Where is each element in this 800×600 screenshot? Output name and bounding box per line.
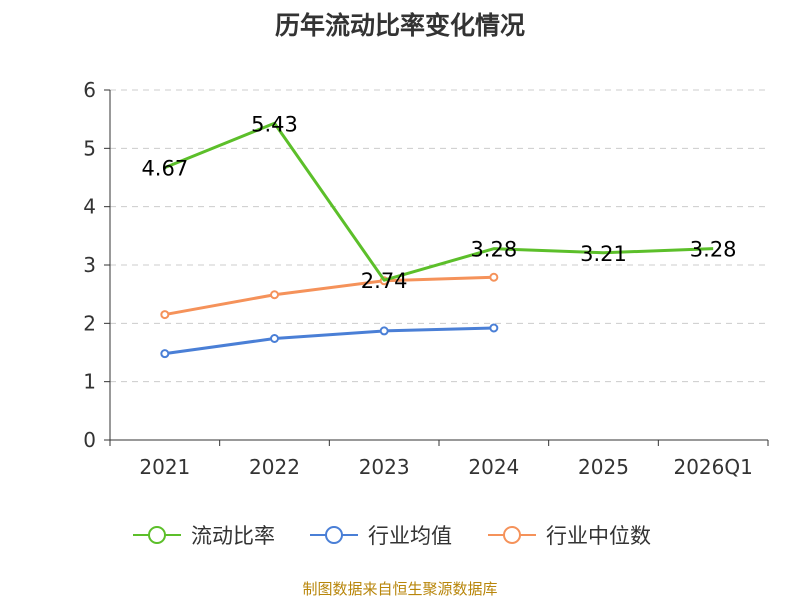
legend-item-industry-median[interactable]: 行业中位数 bbox=[488, 518, 651, 552]
y-tick-label: 5 bbox=[83, 136, 96, 160]
x-tick-label: 2023 bbox=[359, 455, 410, 479]
x-tick-label: 2024 bbox=[468, 455, 519, 479]
x-tick-label: 2025 bbox=[578, 455, 629, 479]
x-tick-label: 2026Q1 bbox=[673, 455, 752, 479]
data-point bbox=[489, 272, 499, 282]
legend-item-industry-avg[interactable]: 行业均值 bbox=[310, 518, 452, 552]
y-tick-label: 6 bbox=[83, 78, 96, 102]
x-tick-label: 2021 bbox=[139, 455, 190, 479]
data-point bbox=[270, 290, 279, 300]
legend-label-industry-avg: 行业均值 bbox=[368, 524, 452, 548]
legend-item-current-ratio[interactable]: 流动比率 bbox=[133, 518, 275, 552]
legend: 流动比率 行业均值 行业中位数 bbox=[0, 518, 800, 552]
series-line-0 bbox=[164, 121, 714, 282]
x-tick-label: 2022 bbox=[249, 455, 300, 479]
data-label: 3.21 bbox=[580, 242, 627, 266]
series-line-1 bbox=[164, 326, 494, 356]
data-point bbox=[270, 334, 279, 343]
data-point bbox=[160, 349, 170, 359]
y-tick-label: 4 bbox=[83, 195, 96, 219]
data-point bbox=[160, 310, 170, 320]
legend-label-industry-median: 行业中位数 bbox=[546, 524, 651, 548]
legend-marker-icon bbox=[133, 526, 181, 544]
data-label: 3.28 bbox=[690, 238, 737, 262]
data-point bbox=[489, 323, 499, 333]
legend-marker-icon bbox=[310, 526, 358, 544]
y-tick-label: 2 bbox=[83, 311, 96, 335]
y-tick-label: 1 bbox=[83, 370, 96, 394]
data-label: 3.28 bbox=[470, 238, 517, 262]
legend-label-current-ratio: 流动比率 bbox=[191, 524, 275, 548]
data-label: 5.43 bbox=[251, 112, 298, 136]
legend-marker-icon bbox=[488, 526, 536, 544]
data-point bbox=[379, 326, 389, 336]
data-label: 4.67 bbox=[141, 157, 188, 181]
y-tick-label: 0 bbox=[83, 428, 96, 452]
series-line-2 bbox=[164, 275, 494, 317]
source-note: 制图数据来自恒生聚源数据库 bbox=[302, 580, 498, 598]
data-label: 2.74 bbox=[361, 269, 408, 293]
y-tick-label: 3 bbox=[83, 253, 96, 277]
line-chart: 0 1 2 3 4 5 6 2021 2022 2023 2024 2025 2026Q1 4.67 5.4… bbox=[83, 78, 769, 479]
chart-title: 历年流动比率变化情况 bbox=[274, 11, 525, 40]
